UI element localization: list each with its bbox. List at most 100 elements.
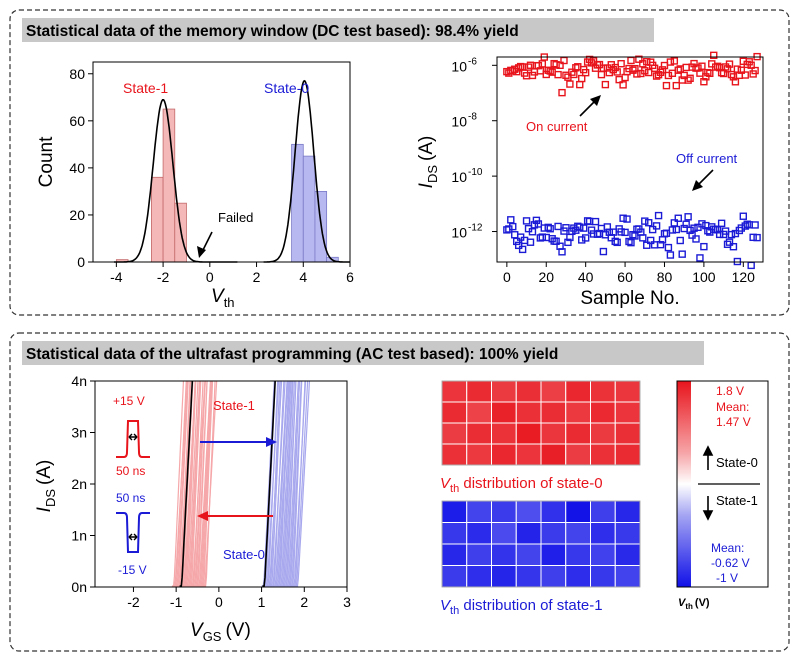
heatmap-cell xyxy=(614,565,641,588)
off-current-point xyxy=(617,228,625,236)
transfer-xtick-label: 1 xyxy=(258,594,266,610)
histogram-xlabel-v: V xyxy=(211,286,226,307)
on-current-point xyxy=(670,57,679,65)
heatmap-cell xyxy=(466,543,492,566)
transfer-xlabel-sub: GS xyxy=(203,629,222,644)
transfer-ylabel-unit: (A) xyxy=(34,460,55,485)
off-current-point xyxy=(526,238,535,246)
colorbar-mean1-value: -0.62 V xyxy=(711,556,750,570)
heatmap-cell xyxy=(441,380,468,403)
histogram-xtick-label: 6 xyxy=(346,269,354,285)
heatmap-cell xyxy=(540,500,567,523)
state1-transfer-curve xyxy=(188,381,201,587)
on-current-point xyxy=(631,64,639,73)
off-current-point xyxy=(513,237,521,246)
off-current-point xyxy=(723,240,732,249)
scatter-xlabel: Sample No. xyxy=(580,288,679,309)
off-current-point xyxy=(690,224,698,232)
on-current-point xyxy=(576,80,584,89)
state1-transfer-curve xyxy=(175,381,189,587)
colorbar-mean0-value: 1.47 V xyxy=(716,415,751,429)
scatter-ytick-exponent: -12 xyxy=(468,223,483,234)
histogram-ytick-label: 0 xyxy=(77,254,85,270)
on-current-point xyxy=(566,80,574,88)
off-current-point xyxy=(688,231,696,239)
heatmap-cell xyxy=(491,380,517,403)
failed-arrow xyxy=(201,231,213,253)
on-current-point xyxy=(570,70,578,79)
on-current-point xyxy=(633,70,641,78)
off-current-point xyxy=(613,238,621,247)
heatmap-cell xyxy=(515,565,542,588)
histogram-state0-label: State-0 xyxy=(264,80,309,96)
state0-transfer-curve xyxy=(289,381,302,587)
heatmap-cell xyxy=(515,401,542,424)
transfer-xtick-label: 2 xyxy=(300,594,308,610)
on-current-point xyxy=(578,74,586,83)
colorbar-gradient xyxy=(677,381,691,587)
on-current-point xyxy=(629,66,637,74)
heatmap-cell xyxy=(614,543,641,566)
state1-transfer-curve xyxy=(184,381,196,587)
histogram-ytick-label: 80 xyxy=(69,66,85,82)
colorbar-max-label: 1.8 V xyxy=(716,384,744,398)
heatmap-cell xyxy=(540,565,567,588)
scatter-ytick-label: 10 xyxy=(451,58,467,74)
off-current-point xyxy=(666,251,675,259)
pulse-pos-duration: 50 ns xyxy=(116,464,145,478)
off-current-point xyxy=(729,242,738,251)
heatmap-cell xyxy=(466,422,492,445)
state1-transfer-curve xyxy=(203,381,216,587)
on-current-point xyxy=(658,66,667,74)
state1-transfer-curve xyxy=(174,381,187,587)
state1-transfer-curve xyxy=(198,381,212,587)
heatmap-cell xyxy=(590,443,616,466)
scatter-xtick-label: 20 xyxy=(538,269,554,285)
off-current-point xyxy=(739,212,747,220)
heatmap-frame xyxy=(441,500,641,588)
off-current-point xyxy=(737,224,746,232)
heatmap-cell xyxy=(515,543,542,566)
off-current-point xyxy=(623,215,631,223)
off-current-point xyxy=(518,245,527,254)
heatmap-cell xyxy=(614,443,641,466)
state0-transfer-curve xyxy=(293,381,306,587)
scatter-ytick-exponent: -6 xyxy=(468,56,477,67)
off-current-point xyxy=(674,214,682,222)
heatmap-cell xyxy=(491,443,517,466)
heatmap-cell xyxy=(491,401,517,424)
heatmap-cell xyxy=(565,522,591,545)
state0-gaussian-fit xyxy=(263,79,350,263)
off-current-point xyxy=(749,233,757,242)
histogram-xtick-label: -2 xyxy=(157,269,170,285)
heatmap-cell xyxy=(565,443,591,466)
panel-a-title: Statistical data of the memory window (D… xyxy=(26,23,519,40)
on-current-point xyxy=(694,64,702,72)
heatmap-cell xyxy=(515,380,542,403)
off-current-point xyxy=(713,226,722,234)
pulse-neg-waveform xyxy=(116,512,150,553)
cb-axis-sub: th xyxy=(685,602,693,611)
on-current-point xyxy=(635,55,643,63)
on-current-point xyxy=(662,81,671,90)
heatmap-cell xyxy=(441,500,468,523)
off-current-point xyxy=(546,225,554,233)
histogram-ytick-label: 60 xyxy=(69,113,85,129)
panel-a-title-bg xyxy=(22,18,654,42)
heatmap-cell xyxy=(441,422,468,445)
state1-mean-curve xyxy=(179,381,194,587)
histogram-ytick-label: 20 xyxy=(69,207,85,223)
heatmap-cell xyxy=(590,565,616,588)
off-current-point xyxy=(593,230,602,238)
pulse-neg-duration: 50 ns xyxy=(116,491,145,505)
colorbar-min-label: -1 V xyxy=(716,571,738,585)
heatmap-cell xyxy=(614,500,641,523)
off-current-point xyxy=(558,248,566,256)
state1-down-arrow xyxy=(702,496,714,521)
on-current-point xyxy=(690,59,698,68)
heatmap-cell xyxy=(491,543,517,566)
off-current-point xyxy=(682,220,690,228)
heatmap-cell xyxy=(441,522,468,545)
